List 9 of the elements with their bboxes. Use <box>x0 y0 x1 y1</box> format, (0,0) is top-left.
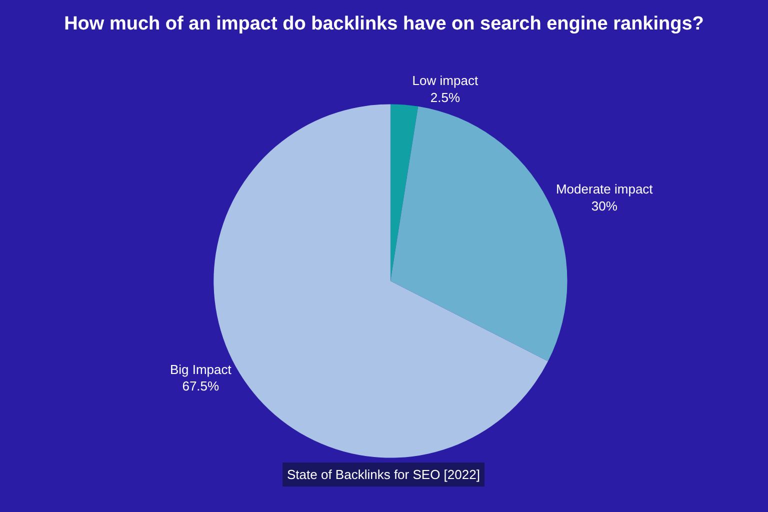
pie-slice <box>390 104 418 281</box>
data-label: 30% <box>591 198 618 214</box>
slice-label: Big Impact <box>170 362 232 377</box>
slice-label: Moderate impact <box>556 181 654 196</box>
data-label: 2.5% <box>430 90 460 105</box>
slice-label: Low impact <box>412 72 478 88</box>
text: State of Backlinks for SEO [2022] <box>287 467 480 482</box>
chart-title: How much of an impact do backlinks have on search engine rankings? <box>64 14 704 35</box>
data-label: 67.5% <box>182 378 220 394</box>
